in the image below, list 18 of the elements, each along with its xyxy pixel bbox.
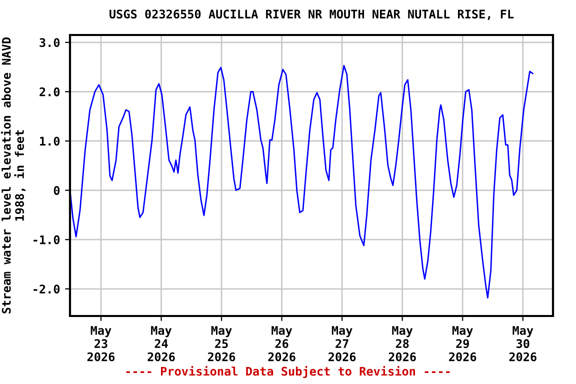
x-tick-label: May 23 2026 (87, 326, 115, 362)
y-tick-label: 2.0 (40, 87, 60, 96)
x-tick-label: May 29 2026 (449, 326, 476, 362)
text: ---- Provisional Data Subject to Revision ---- (126, 366, 450, 378)
x-tick-label: May 28 2026 (388, 326, 416, 362)
x-tick-label: May 25 2026 (208, 326, 236, 362)
line-series (70, 64, 534, 298)
y-tick-label: 1.0 (40, 136, 60, 146)
x-tick-label: May 26 2026 (268, 326, 296, 362)
y-axis-title: Stream water level elevation above NAVD 1988, in feet (1, 37, 26, 314)
x-tick-label: May 24 2026 (148, 326, 175, 362)
y-tick-label: -2.0 (34, 284, 60, 294)
x-tick-label: May 30 2026 (509, 326, 536, 362)
y-tick-label: 0 (54, 186, 60, 195)
chart-title: USGS 02326550 AUCILLA RIVER NR MOUTH NEAR NUTALL RISE, FL (110, 10, 514, 20)
y-tick-label: 3.0 (40, 38, 60, 48)
y-tick-label: -1.0 (34, 235, 60, 244)
x-tick-label: May 27 2026 (328, 326, 356, 362)
